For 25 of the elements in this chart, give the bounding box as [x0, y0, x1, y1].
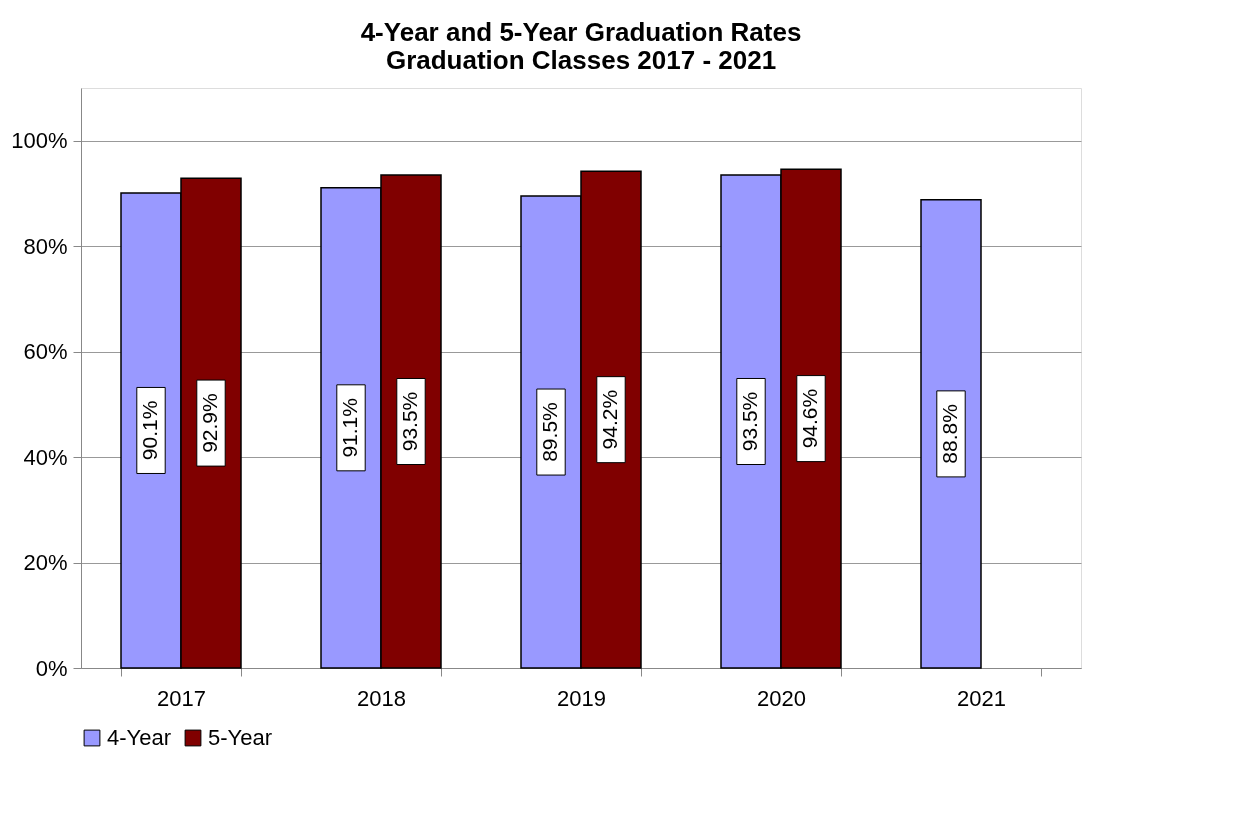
data-label: 94.2% — [598, 389, 621, 450]
data-label: 89.5% — [538, 402, 561, 462]
data-label: 94.6% — [798, 388, 821, 449]
y-tick-label: 40% — [23, 444, 68, 470]
data-label: 91.1% — [338, 398, 361, 458]
data-label: 93.5% — [738, 391, 761, 452]
bar — [920, 199, 982, 669]
x-tick-label: 2019 — [557, 685, 606, 711]
x-tick-label: 2020 — [757, 685, 806, 711]
y-tick-label: 80% — [23, 233, 68, 259]
text: Graduation Classes 2017 - 2021 — [385, 45, 777, 75]
y-tick-label: 0% — [35, 655, 68, 681]
y-tick-label: 60% — [23, 339, 68, 365]
x-tick-label: 2017 — [157, 685, 206, 711]
x-tick-label: 2021 — [957, 685, 1006, 711]
x-tick-label: 2018 — [357, 685, 406, 711]
data-label: 92.9% — [198, 393, 221, 453]
y-tick-label: 100% — [11, 128, 68, 154]
data-label: 93.5% — [398, 391, 421, 452]
y-tick-label: 20% — [23, 550, 68, 576]
data-label: 88.8% — [938, 404, 961, 464]
text: 4-Year and 5-Year Graduation Rates — [360, 17, 802, 47]
legend-label: 5-Year — [208, 725, 273, 750]
data-label: 90.1% — [138, 400, 161, 461]
legend-label: 4-Year — [107, 725, 172, 750]
